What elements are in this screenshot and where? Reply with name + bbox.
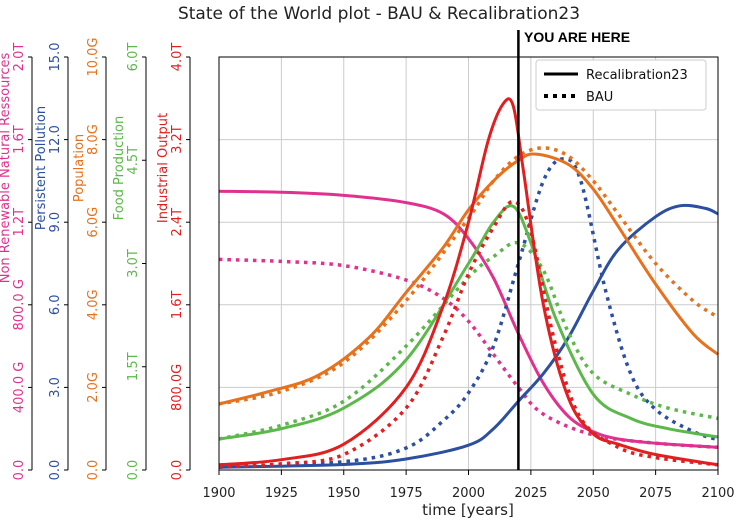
y-tick-label: 0.0	[170, 460, 185, 481]
y-tick-label: 1.6T	[170, 290, 185, 319]
y-tick-label: 6.0	[48, 294, 63, 315]
series-layer	[218, 97, 719, 469]
y-tick-label: 0.0	[86, 460, 101, 481]
series-persistent-pollution-bau	[218, 157, 719, 469]
x-axis: 1900 1925 1950 1975 2000 2025 2050 2075 2100	[202, 470, 735, 501]
y-tick-label: 6.0T	[126, 43, 141, 72]
y-tick-label: 8.0G	[86, 124, 101, 155]
x-tick-label: 1925	[265, 486, 298, 501]
y-tick-label: 1.5T	[126, 352, 141, 381]
y-axis-4: 0.0 1.5T 3.0T 4.5T 6.0T Food Production	[112, 43, 147, 481]
y-axis-2: 0.0 3.0 6.0 9.0 12.0 15.0 Persistent Pollution	[34, 43, 69, 481]
x-tick-label: 2100	[701, 486, 734, 501]
legend: Recalibration23 BAU	[535, 59, 707, 111]
y-tick-label: 3.0	[48, 377, 63, 398]
x-tick-label: 2075	[639, 486, 672, 501]
x-tick-label: 2050	[577, 486, 610, 501]
y-tick-label: 4.5T	[126, 146, 141, 175]
y-tick-label: 2.0T	[12, 43, 27, 72]
y-axis-label: Industrial Output	[156, 113, 171, 223]
y-tick-label: 400.0 G	[12, 362, 27, 413]
x-axis-label: time [years]	[422, 501, 514, 519]
x-tick-label: 2025	[514, 486, 547, 501]
y-tick-label: 0.0	[126, 460, 141, 481]
chart-title: State of the World plot - BAU & Recalibr…	[178, 4, 580, 24]
y-axis-label: Food Production	[112, 116, 127, 220]
y-tick-label: 12.0	[48, 125, 63, 154]
y-tick-label: 4.0G	[86, 289, 101, 320]
y-axis-label: Non Renewable Natural Ressources	[0, 52, 13, 283]
y-axis-label: Population	[72, 134, 87, 202]
y-axis-5: 0.0 800.0G 1.6T 2.4T 3.2T 4.0T Industrial Outp…	[156, 43, 191, 481]
y-tick-label: 1.6T	[12, 125, 27, 154]
x-tick-label: 2000	[452, 486, 485, 501]
y-tick-label: 2.0G	[86, 372, 101, 403]
y-axis-3: 0.0 2.0G 4.0G 6.0G 8.0G 10.0G Population	[72, 37, 107, 481]
series-persistent-pollution-recalibration23	[218, 203, 719, 469]
y-tick-label: 15.0	[48, 43, 63, 72]
x-tick-label: 1975	[390, 486, 423, 501]
y-tick-label: 4.0T	[170, 43, 185, 72]
series-food-production-recalibration23	[218, 204, 719, 441]
legend-entry-bau: BAU	[586, 90, 613, 105]
y-tick-label: 800.0 G	[12, 279, 27, 330]
legend-box	[535, 59, 707, 111]
series-industrial-output-recalibration23	[218, 97, 719, 467]
y-tick-label: 6.0G	[86, 207, 101, 238]
y-tick-label: 3.0T	[126, 249, 141, 278]
y-tick-label: 0.0	[48, 460, 63, 481]
y-tick-label: 800.0G	[170, 364, 185, 411]
x-tick-label: 1900	[202, 486, 235, 501]
y-axis-label: Persistent Pollution	[34, 106, 49, 230]
y-tick-label: 9.0	[48, 212, 63, 233]
legend-entry-recalibration23: Recalibration23	[586, 68, 688, 83]
you-are-here-label: YOU ARE HERE	[524, 29, 630, 45]
series-food-production-bau	[218, 240, 719, 441]
y-tick-label: 2.4T	[170, 208, 185, 237]
y-tick-label: 1.2T	[12, 208, 27, 237]
x-tick-label: 1950	[327, 486, 360, 501]
series-population-recalibration23	[218, 152, 719, 406]
y-tick-label: 3.2T	[170, 125, 185, 154]
y-tick-label: 0.0	[12, 460, 27, 481]
series-population-bau	[218, 146, 719, 406]
y-tick-label: 10.0G	[86, 37, 101, 76]
